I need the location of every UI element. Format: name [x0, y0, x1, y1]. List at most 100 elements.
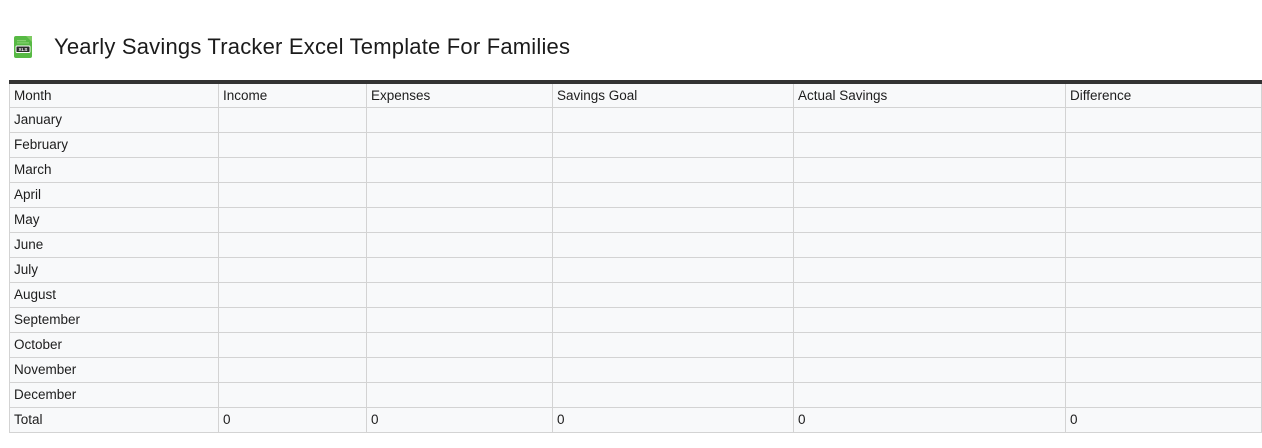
- value-cell: [1065, 106, 1262, 133]
- value-cell: 0: [552, 406, 794, 433]
- row-label-cell: August: [9, 281, 219, 308]
- savings-tracker-table: Month Income Expenses Savings Goal Actual Sa…: [9, 80, 1262, 433]
- value-cell: [1065, 306, 1262, 333]
- column-header: Expenses: [366, 81, 553, 108]
- page-title: Yearly Savings Tracker Excel Template Fo…: [54, 34, 571, 59]
- value-cell: [366, 231, 553, 258]
- value-cell: [1065, 231, 1262, 258]
- row-label-cell: January: [9, 106, 219, 133]
- row-label-cell: July: [9, 256, 219, 283]
- table-row: January: [9, 106, 1262, 133]
- value-cell: [366, 306, 553, 333]
- value-cell: [218, 131, 367, 158]
- value-cell: [1065, 256, 1262, 283]
- table-row: May: [9, 206, 1262, 233]
- value-cell: [1065, 206, 1262, 233]
- value-cell: [552, 356, 794, 383]
- value-cell: [793, 331, 1066, 358]
- value-cell: [552, 256, 794, 283]
- table-row: June: [9, 231, 1262, 258]
- value-cell: [366, 256, 553, 283]
- value-cell: [552, 231, 794, 258]
- value-cell: [218, 381, 367, 408]
- value-cell: [552, 131, 794, 158]
- value-cell: [552, 281, 794, 308]
- value-cell: 0: [218, 406, 367, 433]
- value-cell: [552, 206, 794, 233]
- row-label-cell: October: [9, 331, 219, 358]
- row-label-cell: June: [9, 231, 219, 258]
- row-label-cell: February: [9, 131, 219, 158]
- column-header: Actual Savings: [793, 81, 1066, 108]
- value-cell: 0: [366, 406, 553, 433]
- value-cell: [218, 281, 367, 308]
- xls-file-icon: XLS: [14, 36, 32, 58]
- row-label-cell: December: [9, 381, 219, 408]
- column-header: Month: [9, 81, 219, 108]
- value-cell: [552, 381, 794, 408]
- row-label-cell: September: [9, 306, 219, 333]
- table-row: Total 0 0 0 0 0: [9, 406, 1262, 433]
- value-cell: [218, 356, 367, 383]
- value-cell: [218, 156, 367, 183]
- value-cell: [552, 156, 794, 183]
- column-header: Income: [218, 81, 367, 108]
- value-cell: [793, 156, 1066, 183]
- header-row: Month Income Expenses Savings Goal Actual Sa…: [9, 81, 1262, 108]
- table-body: January February March April May June July Augu…: [9, 106, 1262, 433]
- value-cell: [218, 306, 367, 333]
- xls-icon-label: XLS: [19, 47, 28, 52]
- table-row: July: [9, 256, 1262, 283]
- value-cell: [366, 331, 553, 358]
- table-row: September: [9, 306, 1262, 333]
- table-row: February: [9, 131, 1262, 158]
- table-row: November: [9, 356, 1262, 383]
- value-cell: [1065, 381, 1262, 408]
- value-cell: [218, 106, 367, 133]
- value-cell: [366, 106, 553, 133]
- table-row: April: [9, 181, 1262, 208]
- column-header: Savings Goal: [552, 81, 794, 108]
- value-cell: [366, 356, 553, 383]
- value-cell: [552, 331, 794, 358]
- value-cell: [218, 256, 367, 283]
- row-label-cell: May: [9, 206, 219, 233]
- value-cell: [366, 131, 553, 158]
- value-cell: [793, 231, 1066, 258]
- value-cell: [218, 206, 367, 233]
- value-cell: [218, 331, 367, 358]
- table-row: October: [9, 331, 1262, 358]
- value-cell: [793, 181, 1066, 208]
- value-cell: 0: [793, 406, 1066, 433]
- value-cell: [793, 256, 1066, 283]
- value-cell: [1065, 331, 1262, 358]
- value-cell: [218, 181, 367, 208]
- value-cell: 0: [1065, 406, 1262, 433]
- value-cell: [793, 281, 1066, 308]
- value-cell: [1065, 281, 1262, 308]
- value-cell: [552, 181, 794, 208]
- value-cell: [793, 381, 1066, 408]
- value-cell: [793, 206, 1066, 233]
- value-cell: [1065, 356, 1262, 383]
- value-cell: [793, 131, 1066, 158]
- value-cell: [793, 356, 1066, 383]
- value-cell: [366, 181, 553, 208]
- value-cell: [793, 306, 1066, 333]
- table-row: March: [9, 156, 1262, 183]
- row-label-cell: April: [9, 181, 219, 208]
- value-cell: [218, 231, 367, 258]
- page-header: XLS Yearly Savings Tracker Excel Templat…: [0, 0, 1262, 80]
- value-cell: [366, 381, 553, 408]
- row-label-cell: November: [9, 356, 219, 383]
- value-cell: [366, 156, 553, 183]
- table-row: August: [9, 281, 1262, 308]
- row-label-cell: March: [9, 156, 219, 183]
- value-cell: [366, 206, 553, 233]
- value-cell: [793, 106, 1066, 133]
- row-label-cell: Total: [9, 406, 219, 433]
- value-cell: [366, 281, 553, 308]
- value-cell: [1065, 181, 1262, 208]
- value-cell: [552, 106, 794, 133]
